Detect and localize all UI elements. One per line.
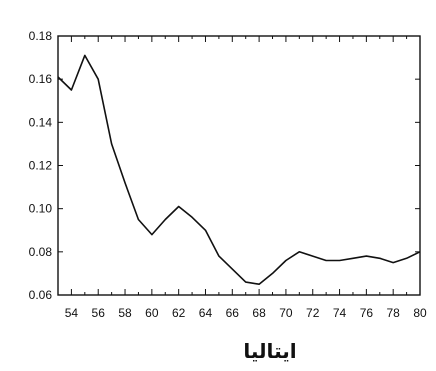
x-tick-label: 68	[252, 306, 266, 320]
x-tick-label: 58	[118, 306, 132, 320]
chart-title: ایتالیا	[243, 339, 296, 363]
series-line	[57, 54, 421, 286]
x-tick-label: 70	[279, 306, 293, 320]
x-tick-label: 64	[199, 306, 213, 320]
x-tick-label: 78	[387, 306, 401, 320]
y-tick-label: 0.06	[29, 288, 53, 302]
series-group	[57, 54, 421, 286]
x-tick-label: 72	[306, 306, 320, 320]
y-tick-label: 0.08	[29, 245, 53, 259]
x-tick-label: 74	[333, 306, 347, 320]
x-tick-label: 80	[413, 306, 427, 320]
y-tick-label: 0.10	[29, 202, 53, 216]
y-tick-label: 0.16	[29, 72, 53, 86]
x-tick-label: 60	[145, 306, 159, 320]
y-tick-label: 0.18	[29, 29, 53, 43]
x-tick-label: 62	[172, 306, 186, 320]
x-tick-label: 66	[226, 306, 240, 320]
x-axis: 54 56 58 60 62 64 66 68 70 72 74 76 78 80	[57, 36, 427, 320]
y-tick-label: 0.12	[29, 159, 53, 173]
x-tick-label: 76	[360, 306, 374, 320]
y-axis: 0.06 0.08 0.10 0.12 0.14 0.16 0.18	[29, 29, 420, 302]
y-tick-label: 0.14	[29, 115, 53, 129]
x-tick-label: 54	[65, 306, 79, 320]
x-tick-label: 56	[92, 306, 106, 320]
